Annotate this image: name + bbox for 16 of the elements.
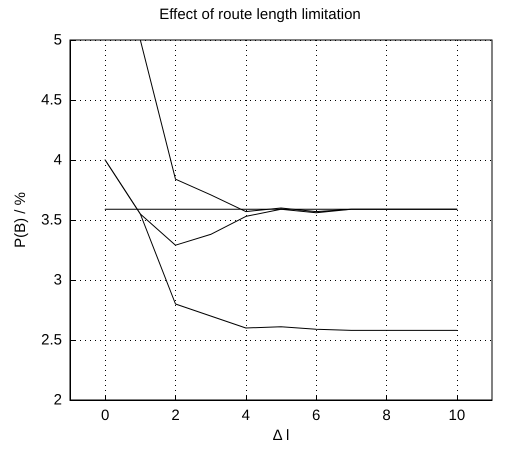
chart-title: Effect of route length limitation bbox=[159, 6, 361, 23]
x-axis-title: Δ l bbox=[272, 427, 290, 444]
y-tick-label: 2 bbox=[54, 392, 62, 408]
x-tick-label: 6 bbox=[312, 407, 320, 424]
x-tick-label: 8 bbox=[382, 407, 391, 424]
x-tick-label: 4 bbox=[242, 407, 250, 424]
y-tick-label: 2.5 bbox=[41, 332, 62, 348]
y-axis-title: P(B) / % bbox=[12, 192, 29, 248]
y-tick-label: 3 bbox=[54, 272, 62, 288]
x-tick-label: 0 bbox=[100, 407, 110, 424]
x-tick-label: 2 bbox=[171, 407, 180, 424]
y-tick-label: 4.5 bbox=[41, 92, 62, 108]
y-tick-label: 4 bbox=[54, 152, 62, 168]
y-tick-label: 5 bbox=[54, 32, 62, 48]
x-tick-label: 10 bbox=[448, 407, 466, 424]
y-tick-label: 3.5 bbox=[41, 212, 62, 228]
